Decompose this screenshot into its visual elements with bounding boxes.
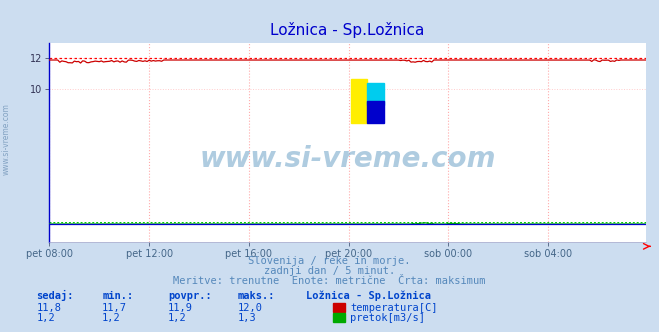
Text: 11,9: 11,9 xyxy=(168,303,193,313)
Text: 11,8: 11,8 xyxy=(36,303,61,313)
Text: www.si-vreme.com: www.si-vreme.com xyxy=(200,145,496,173)
Text: min.:: min.: xyxy=(102,291,133,301)
Text: maks.:: maks.: xyxy=(237,291,275,301)
Title: Ložnica - Sp.Ložnica: Ložnica - Sp.Ložnica xyxy=(270,22,425,38)
Text: 1,2: 1,2 xyxy=(36,313,55,323)
Text: zadnji dan / 5 minut.: zadnji dan / 5 minut. xyxy=(264,266,395,276)
FancyBboxPatch shape xyxy=(351,79,367,123)
Text: sedaj:: sedaj: xyxy=(36,290,74,301)
Text: 1,2: 1,2 xyxy=(168,313,186,323)
FancyBboxPatch shape xyxy=(367,101,384,123)
Text: Ložnica - Sp.Ložnica: Ložnica - Sp.Ložnica xyxy=(306,291,432,301)
Text: povpr.:: povpr.: xyxy=(168,291,212,301)
Text: Meritve: trenutne  Enote: metrične  Črta: maksimum: Meritve: trenutne Enote: metrične Črta: … xyxy=(173,276,486,286)
Text: www.si-vreme.com: www.si-vreme.com xyxy=(2,104,11,175)
Text: 12,0: 12,0 xyxy=(237,303,262,313)
Text: pretok[m3/s]: pretok[m3/s] xyxy=(350,313,425,323)
Text: 11,7: 11,7 xyxy=(102,303,127,313)
Text: 1,3: 1,3 xyxy=(237,313,256,323)
Text: Slovenija / reke in morje.: Slovenija / reke in morje. xyxy=(248,256,411,266)
Text: temperatura[C]: temperatura[C] xyxy=(350,303,438,313)
FancyBboxPatch shape xyxy=(367,83,384,105)
Text: 1,2: 1,2 xyxy=(102,313,121,323)
